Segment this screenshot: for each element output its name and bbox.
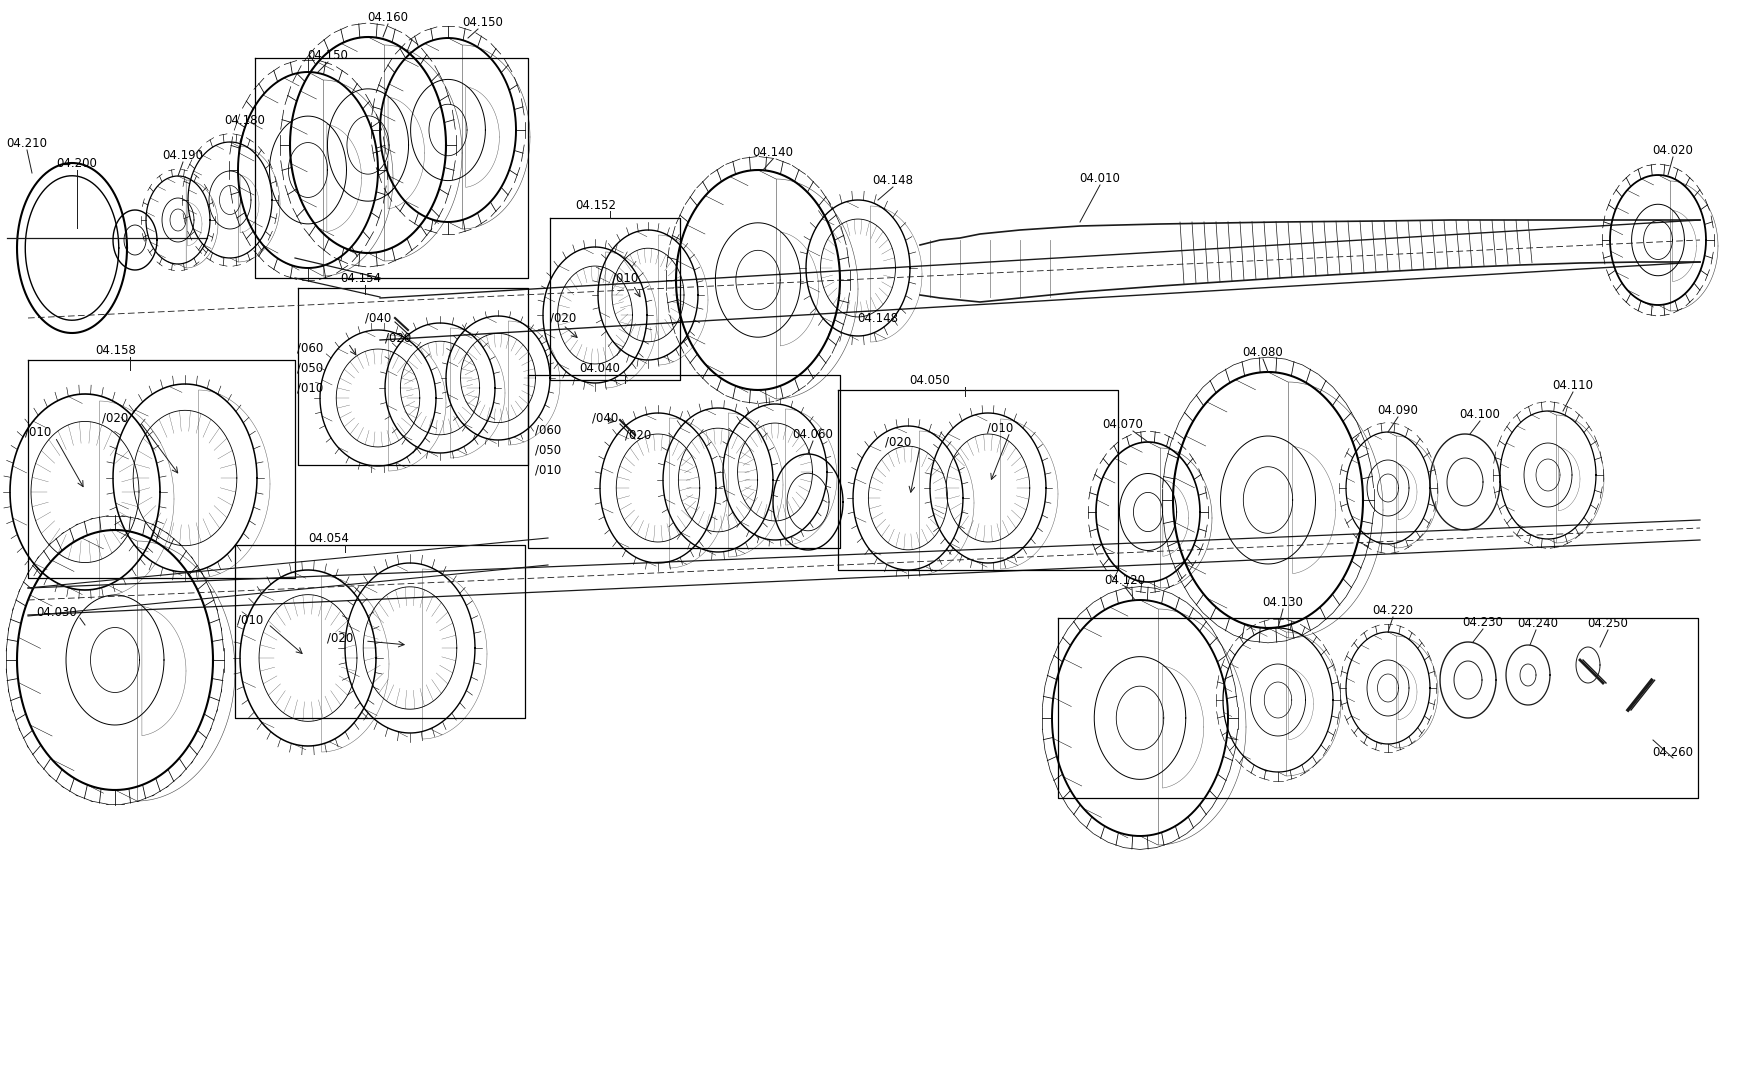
Text: 04.190: 04.190: [162, 149, 203, 162]
Text: /010: /010: [612, 272, 638, 285]
Text: /020: /020: [327, 631, 353, 644]
Text: 04.240: 04.240: [1516, 616, 1558, 629]
Text: 04.220: 04.220: [1372, 603, 1412, 616]
Text: 04.110: 04.110: [1551, 379, 1593, 392]
Text: /060: /060: [534, 424, 560, 437]
Text: 04.060: 04.060: [791, 428, 833, 441]
Text: 04.148: 04.148: [871, 173, 913, 186]
Text: /040: /040: [591, 412, 617, 425]
Text: 04.152: 04.152: [574, 199, 616, 212]
Text: 04.050: 04.050: [909, 373, 949, 386]
Text: 04.154: 04.154: [339, 272, 381, 285]
Text: 04.020: 04.020: [1652, 143, 1692, 156]
Text: 04.130: 04.130: [1263, 596, 1303, 609]
Text: 04.080: 04.080: [1242, 346, 1283, 358]
Text: /010: /010: [24, 426, 50, 439]
Text: 04.090: 04.090: [1377, 403, 1417, 416]
Text: 04.160: 04.160: [367, 11, 409, 24]
Text: 04.070: 04.070: [1103, 417, 1143, 430]
Text: /020: /020: [103, 412, 129, 425]
Text: /040: /040: [365, 311, 391, 324]
Text: 04.140: 04.140: [751, 146, 793, 158]
Text: 04.260: 04.260: [1652, 746, 1692, 759]
Text: /050: /050: [534, 443, 560, 457]
Text: 04.100: 04.100: [1459, 408, 1499, 421]
Text: 04.230: 04.230: [1462, 615, 1502, 628]
Text: 04.150: 04.150: [463, 15, 503, 29]
Text: 04.150: 04.150: [308, 48, 348, 61]
Text: 04.200: 04.200: [57, 156, 97, 169]
Text: /010: /010: [297, 382, 323, 395]
Text: /020: /020: [885, 435, 911, 448]
Text: /060: /060: [297, 341, 323, 354]
Text: /020: /020: [624, 428, 650, 442]
Text: /010: /010: [986, 422, 1012, 434]
Text: 04.210: 04.210: [7, 137, 47, 150]
Text: 04.010: 04.010: [1078, 171, 1120, 184]
Text: 04.250: 04.250: [1586, 616, 1628, 629]
Text: 04.120: 04.120: [1104, 574, 1144, 586]
Text: 04.148: 04.148: [857, 311, 897, 324]
Text: /010: /010: [534, 463, 560, 476]
Text: 04.054: 04.054: [308, 532, 350, 545]
Text: 04.158: 04.158: [96, 343, 136, 356]
Text: 04.030: 04.030: [37, 606, 77, 618]
Text: /050: /050: [297, 362, 323, 374]
Text: /020: /020: [384, 332, 410, 345]
Text: 04.180: 04.180: [224, 113, 266, 126]
Text: 04.040: 04.040: [579, 362, 621, 374]
Text: /010: /010: [237, 613, 263, 627]
Text: /020: /020: [550, 311, 576, 324]
